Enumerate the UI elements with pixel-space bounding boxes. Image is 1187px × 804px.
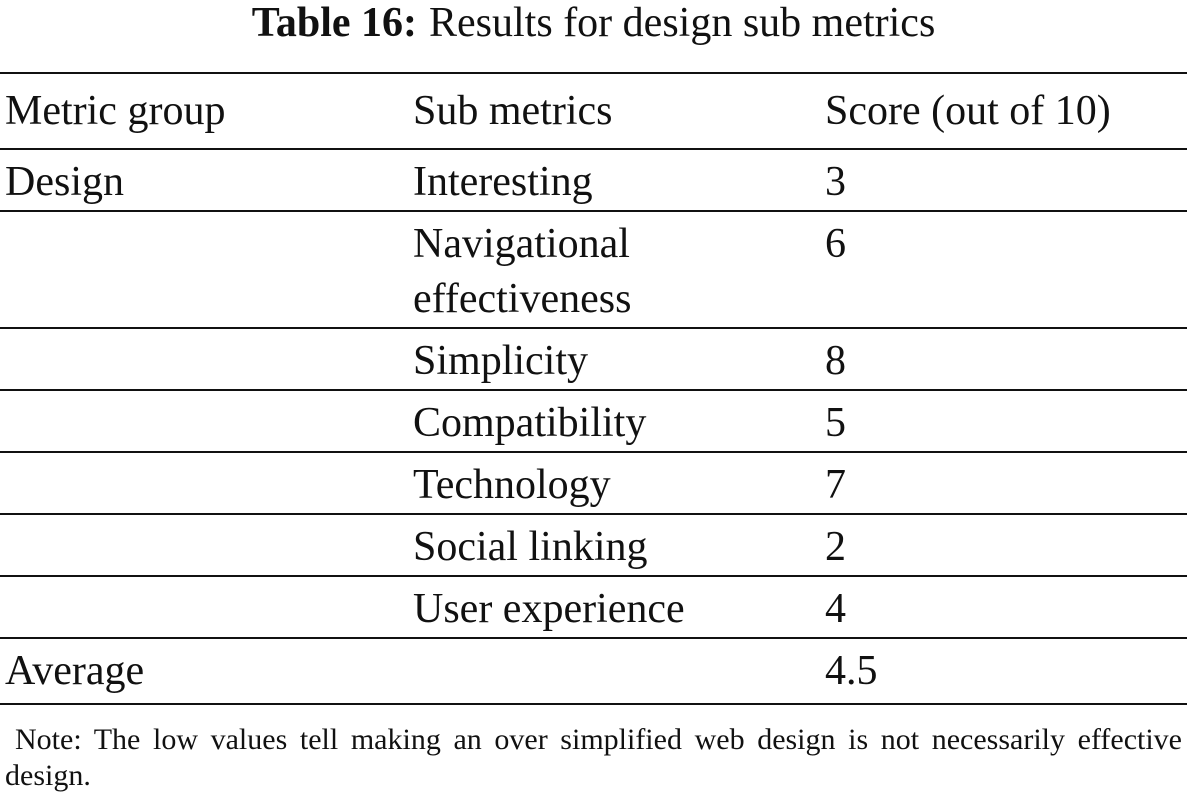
sub-metric-cell: Social linking bbox=[413, 524, 648, 570]
table-row: Technology 7 bbox=[0, 452, 1187, 514]
score-cell: 2 bbox=[825, 524, 846, 570]
score-cell: 6 bbox=[825, 221, 846, 267]
table-row: Social linking 2 bbox=[0, 514, 1187, 576]
score-cell: 8 bbox=[825, 338, 846, 384]
table-row: Navigational effectiveness 6 bbox=[0, 211, 1187, 328]
group-cell: Design bbox=[5, 159, 124, 205]
header-cell: Sub metrics bbox=[413, 87, 613, 134]
table-row: User experience 4 bbox=[0, 576, 1187, 638]
table-note: Note: The low values tell making an over… bbox=[5, 723, 1182, 792]
average-score: 4.5 bbox=[825, 648, 878, 694]
score-cell: 5 bbox=[825, 400, 846, 446]
score-cell: 3 bbox=[825, 159, 846, 205]
average-label: Average bbox=[5, 648, 145, 694]
header-cell: Metric group bbox=[5, 87, 226, 134]
empty-cell bbox=[0, 211, 413, 328]
sub-metric-cell: User experience bbox=[413, 586, 685, 632]
empty-cell bbox=[0, 390, 413, 452]
sub-metric-cell: Simplicity bbox=[413, 338, 589, 384]
empty-cell bbox=[413, 638, 825, 704]
table-body: Design Interesting 3 Navigational effective… bbox=[0, 149, 1187, 704]
score-cell: 4 bbox=[825, 586, 846, 632]
sub-metric-cell: Technology bbox=[413, 462, 611, 508]
average-row: Average 4.5 bbox=[0, 638, 1187, 704]
table-caption: Table 16: Results for design sub metrics bbox=[0, 0, 1187, 46]
empty-cell bbox=[0, 452, 413, 514]
table-row: Simplicity 8 bbox=[0, 328, 1187, 390]
table-row: Compatibility 5 bbox=[0, 390, 1187, 452]
empty-cell bbox=[0, 328, 413, 390]
table-row: Design Interesting 3 bbox=[0, 149, 1187, 211]
results-table: Metric group Sub metrics Score (out of 1… bbox=[0, 72, 1187, 705]
caption-label: Table 16: bbox=[251, 0, 418, 46]
empty-cell bbox=[0, 576, 413, 638]
caption-text: Results for design sub metrics bbox=[429, 0, 936, 46]
header-cell: Score (out of 10) bbox=[825, 87, 1111, 134]
sub-metric-cell: Interesting bbox=[413, 159, 593, 205]
sub-metric-cell: Compatibility bbox=[413, 400, 647, 446]
sub-metric-cell: Navigational effectiveness bbox=[413, 221, 632, 322]
header-row: Metric group Sub metrics Score (out of 1… bbox=[0, 73, 1187, 149]
score-cell: 7 bbox=[825, 462, 846, 508]
empty-cell bbox=[0, 514, 413, 576]
